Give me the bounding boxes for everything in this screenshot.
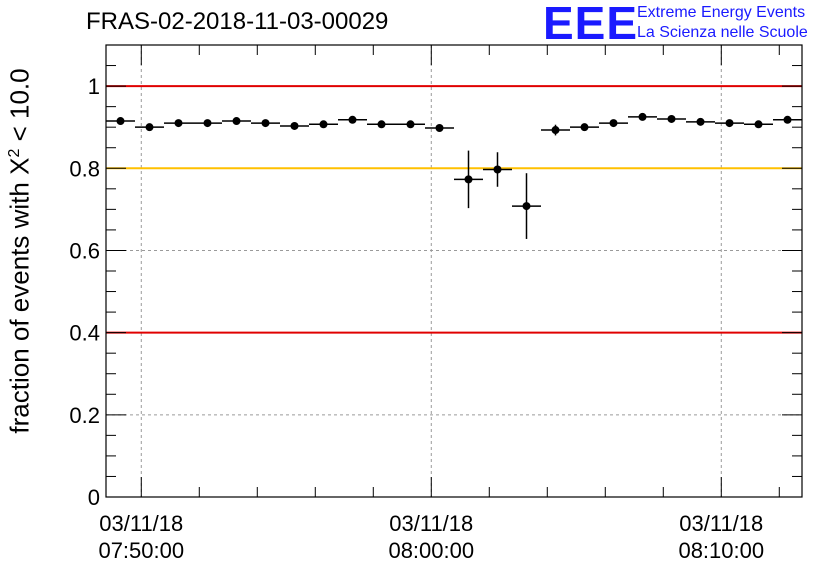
y-tick-label: 0.2 — [69, 403, 100, 428]
data-point — [435, 124, 444, 133]
data-point — [696, 117, 705, 126]
y-tick-label: 0 — [88, 485, 100, 510]
data-point — [783, 115, 792, 124]
logo-mark: EEE — [543, 0, 639, 49]
plot-frame — [105, 44, 803, 498]
data-point — [406, 120, 415, 129]
x-tick-label-date: 03/11/18 — [389, 511, 473, 536]
data-point — [580, 123, 589, 132]
data-point — [348, 115, 357, 124]
x-tick-label-time: 07:50:00 — [98, 538, 184, 563]
data-point — [290, 121, 299, 130]
data-point — [551, 126, 560, 135]
data-point — [493, 165, 502, 174]
data-point — [174, 119, 183, 128]
data-point — [232, 117, 241, 126]
data-point — [667, 114, 676, 123]
data-point — [203, 119, 212, 128]
data-point — [725, 119, 734, 128]
chart-title: FRAS-02-2018-11-03-00029 — [86, 8, 389, 35]
data-point — [319, 120, 328, 129]
data-point — [609, 119, 618, 128]
data-point — [377, 120, 386, 129]
data-point — [464, 175, 473, 184]
eee-logo: EEE Extreme Energy Events La Scienza nel… — [543, 0, 833, 49]
x-tick-label-time: 08:00:00 — [388, 538, 474, 563]
y-tick-label: 0.6 — [69, 238, 100, 263]
x-tick-label-date: 03/11/18 — [679, 511, 763, 536]
logo-line-1: Extreme Energy Events — [637, 4, 806, 21]
data-point — [261, 119, 270, 128]
x-tick-label-date: 03/11/18 — [99, 511, 183, 536]
y-tick-label: 0.4 — [69, 321, 100, 346]
data-point — [638, 112, 647, 121]
data-point — [754, 120, 763, 129]
data-point — [145, 123, 154, 132]
logo-line-2: La Scienza nelle Scuole — [637, 24, 808, 41]
x-tick-label-time: 08:10:00 — [678, 538, 764, 563]
data-point — [116, 117, 125, 126]
y-tick-label: 0.8 — [69, 156, 100, 181]
data-point — [522, 202, 531, 211]
y-tick-label: 1 — [88, 74, 100, 99]
